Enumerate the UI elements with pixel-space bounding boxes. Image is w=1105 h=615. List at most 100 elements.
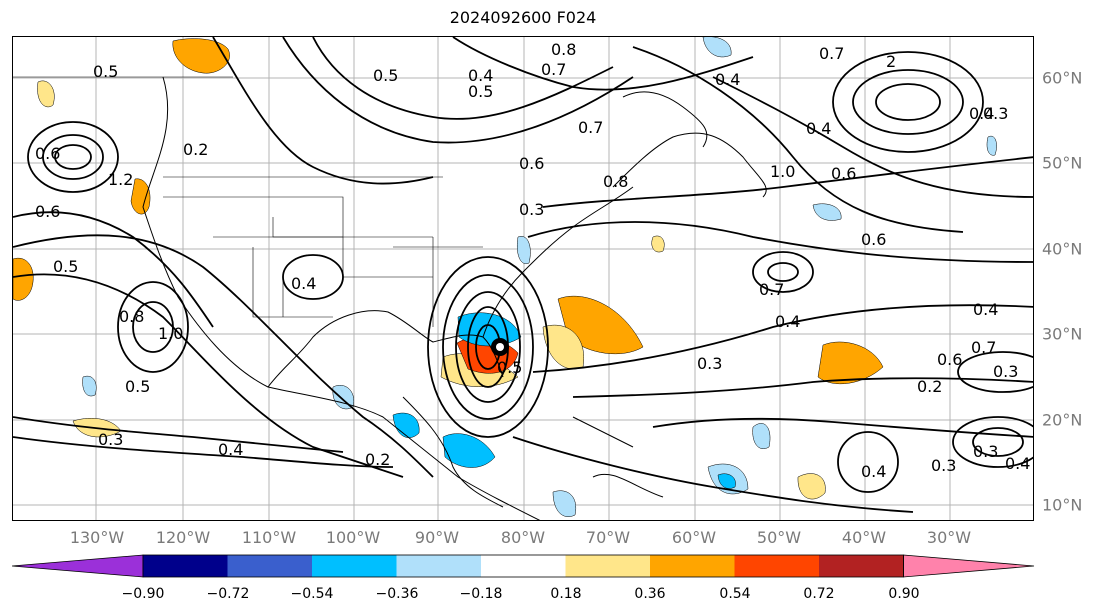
lat-label: 30°N xyxy=(1042,324,1083,344)
colorbar-tick: −0.18 xyxy=(459,586,503,602)
shade-negative xyxy=(392,412,420,438)
contour-label: 0.5 xyxy=(125,377,150,396)
lat-label: 40°N xyxy=(1042,239,1083,259)
lat-label: 60°N xyxy=(1042,68,1083,88)
colorbar-segment xyxy=(734,555,819,577)
colorbar-tick: 0.54 xyxy=(719,586,751,602)
shade-positive xyxy=(37,80,55,108)
shade-positive xyxy=(651,235,665,253)
contour-label: 0.5 xyxy=(497,358,522,377)
contour-label: 0.2 xyxy=(183,140,208,159)
contour-label: 0.5 xyxy=(373,66,398,85)
contour-label: 0.3 xyxy=(697,354,722,373)
contour-label: 0.8 xyxy=(603,172,628,191)
lon-label: 90°W xyxy=(414,528,460,547)
colorbar-segment xyxy=(227,555,312,577)
contour-label: 1.2 xyxy=(108,170,133,189)
contour-label: 1.0 xyxy=(770,162,795,181)
contour-label: 0.7 xyxy=(578,118,603,137)
shade-negative xyxy=(332,385,355,410)
lon-label: 50°W xyxy=(756,528,802,547)
contour-label: 2 xyxy=(886,52,896,71)
lon-label: 60°W xyxy=(671,528,717,547)
colorbar-segment xyxy=(650,555,735,577)
contour-label: 0.5 xyxy=(468,82,493,101)
colorbar-tick: −0.54 xyxy=(290,586,334,602)
contour-label: 0.4 xyxy=(715,70,740,89)
contour-label: 0.5 xyxy=(93,62,118,81)
contour-labels: 0.8 0.7 0.4 0.5 0.7 2 0.4 0.3 1.0 0.8 0.… xyxy=(35,40,1030,481)
contour-label: 0.6 xyxy=(35,202,60,221)
shade-positive xyxy=(797,473,826,500)
lon-label: 30°W xyxy=(926,528,972,547)
contour-label: 0.6 xyxy=(831,164,856,183)
contour-label: 0.7 xyxy=(541,60,566,79)
shade-positive xyxy=(13,257,34,301)
contour-label: 0.4 xyxy=(291,274,316,293)
colorbar-extend-min xyxy=(12,554,144,578)
colorbar-tick: 0.18 xyxy=(550,586,582,602)
contour-label: 0.7 xyxy=(819,44,844,63)
shade-negative xyxy=(812,203,842,221)
colorbar-tick: −0.36 xyxy=(375,586,419,602)
colorbar-segment xyxy=(565,555,650,577)
map-title: 2024092600 F024 xyxy=(449,8,597,27)
contour-label: 0.2 xyxy=(917,377,942,396)
contour-label: 0.6 xyxy=(861,230,886,249)
contour-label: 0.4 xyxy=(861,462,886,481)
contour-label: 0.4 xyxy=(973,300,998,319)
colorbar-tick: 0.36 xyxy=(634,586,666,602)
colorbar-segment xyxy=(143,555,228,577)
contours xyxy=(13,37,1033,513)
lon-label: 110°W xyxy=(241,528,297,547)
contour-label: 0.3 xyxy=(973,442,998,461)
shade-negative xyxy=(82,375,97,397)
contour-label: 0.3 xyxy=(98,430,123,449)
colorbar-tick: 0.72 xyxy=(803,586,835,602)
lat-label: 10°N xyxy=(1042,495,1083,515)
lon-label: 120°W xyxy=(155,528,211,547)
contour-label: 1.0 xyxy=(158,324,183,343)
shade-negative xyxy=(702,37,732,58)
colorbar xyxy=(12,554,1035,578)
shaded-fields xyxy=(13,37,997,517)
colorbar-extend-max xyxy=(903,554,1035,578)
contour-label: 0.4 xyxy=(468,66,493,85)
colorbar-segment xyxy=(819,555,904,577)
contour-label: 0.4 xyxy=(775,312,800,331)
graticule xyxy=(13,37,1033,520)
shade-negative xyxy=(986,135,997,156)
contour-label: 0.3 xyxy=(519,200,544,219)
contour-label: 0.5 xyxy=(53,257,78,276)
shade-negative xyxy=(517,236,531,265)
contour-label: 0.3 xyxy=(983,104,1008,123)
lon-label: 80°W xyxy=(500,528,546,547)
colorbar-tick: 0.90 xyxy=(888,586,920,602)
contour-label: 0.2 xyxy=(365,450,390,469)
colorbar-segment xyxy=(481,555,566,577)
contour-label: 0.8 xyxy=(551,40,576,59)
colorbar-outline xyxy=(142,554,904,578)
lon-label: 70°W xyxy=(585,528,631,547)
contour-label: 0.6 xyxy=(519,154,544,173)
colorbar-tick: −0.90 xyxy=(121,586,165,602)
lon-label: 40°W xyxy=(841,528,887,547)
contour-label: 0.3 xyxy=(931,456,956,475)
colorbar-tick: −0.72 xyxy=(206,586,250,602)
shade-positive xyxy=(130,178,151,215)
political-borders xyxy=(13,76,483,327)
contour-label: 0.4 xyxy=(218,440,243,459)
lon-label: 130°W xyxy=(69,528,125,547)
colorbar-segment xyxy=(312,555,397,577)
colorbar-segment xyxy=(396,555,481,577)
contour-label: 0.6 xyxy=(35,144,60,163)
shade-negative xyxy=(717,473,736,489)
contour-label: 0.4 xyxy=(1005,454,1030,473)
shade-negative xyxy=(552,490,577,517)
contour-label: 0.6 xyxy=(937,350,962,369)
contour-label: 0.8 xyxy=(119,307,144,326)
shade-positive xyxy=(172,38,230,74)
contour-label: 0.4 xyxy=(969,104,994,123)
contour-label: 0.4 xyxy=(806,119,831,138)
storm-center xyxy=(491,338,509,356)
